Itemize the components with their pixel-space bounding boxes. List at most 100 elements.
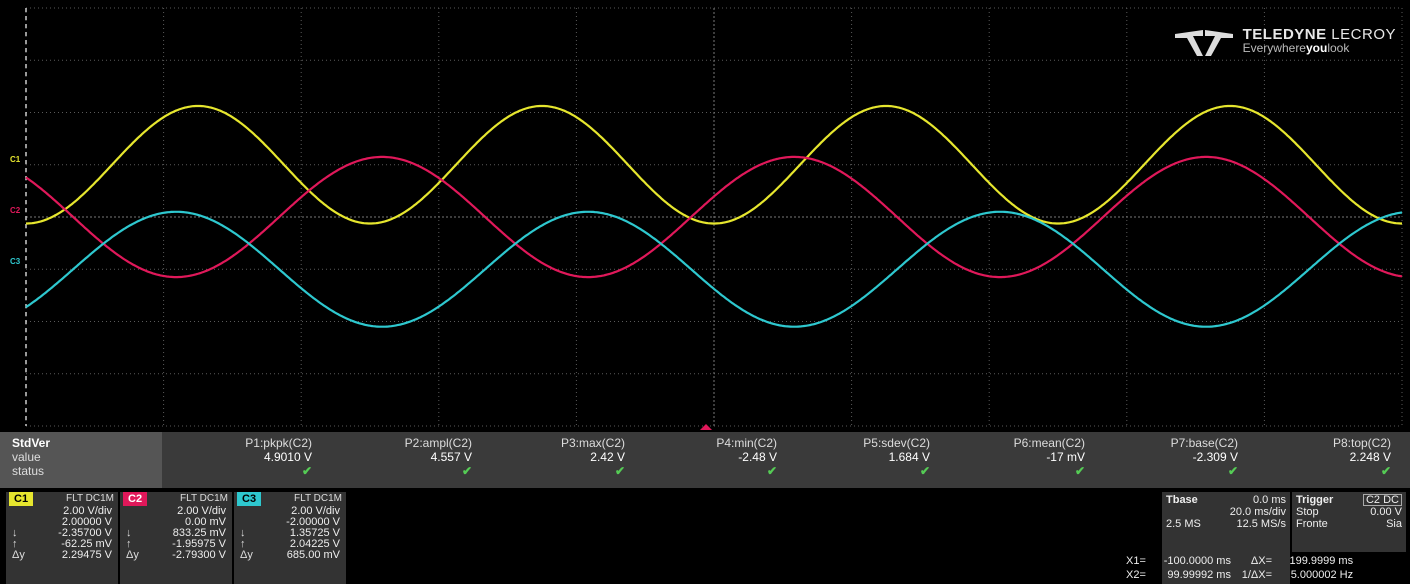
vdiv: 2.00 V/div — [291, 505, 340, 517]
trace-c1 — [26, 104, 1402, 225]
param-value: 4.557 V — [430, 450, 472, 464]
teledyne-lecroy-logo: TELEDYNE LECROY Everywhereyoulook — [1173, 26, 1396, 56]
param-p1[interactable]: P1:pkpk(C2) 4.9010 V ✔ — [162, 436, 312, 478]
trigger-slope-label: Fronte — [1296, 518, 1328, 530]
delta-y-label: Δy — [240, 549, 253, 561]
channel-coupling: FLT DC1M — [180, 493, 228, 504]
param-value: 2.248 V — [1349, 450, 1391, 464]
trigger-descriptor[interactable]: Trigger C2 DC Stop 0.00 V Fronte Sia — [1292, 492, 1406, 552]
param-name: P1:pkpk(C2) — [245, 436, 312, 450]
row-label-value: value — [12, 450, 41, 464]
measurement-row-header[interactable]: StdVer value status — [0, 432, 162, 488]
cursor1-value: 833.25 mV — [172, 527, 226, 539]
param-p4[interactable]: P4:min(C2) -2.48 V ✔ — [627, 436, 777, 478]
cursor-down-icon: ↓ — [240, 527, 246, 539]
param-p5[interactable]: P5:sdev(C2) 1.684 V ✔ — [780, 436, 930, 478]
measurement-table[interactable]: StdVer value status P1:pkpk(C2) 4.9010 V… — [0, 432, 1410, 488]
brand-tag-post: look — [1327, 41, 1350, 55]
brand-tag-bold: you — [1305, 41, 1328, 55]
cursor2-value: -1.95975 V — [172, 538, 226, 550]
param-value: 2.42 V — [590, 450, 625, 464]
brand-tag-pre: Everywhere — [1242, 41, 1306, 55]
delta-y-label: Δy — [12, 549, 25, 561]
x1-value: -100.0000 ms — [1163, 555, 1231, 567]
teledyne-logo-icon — [1174, 30, 1233, 56]
dx-label: ΔX= — [1250, 555, 1273, 567]
trigger-source: C2 DC — [1362, 494, 1402, 506]
c2-ground-marker: C2 — [10, 206, 21, 215]
inv-dx-value: 5.000002 Hz — [1290, 569, 1354, 581]
delta-y-value: -2.79300 V — [172, 549, 226, 561]
param-p6[interactable]: P6:mean(C2) -17 mV ✔ — [935, 436, 1085, 478]
waveform-display[interactable] — [0, 0, 1410, 430]
param-name: P3:max(C2) — [560, 436, 625, 450]
timebase-descriptor[interactable]: Tbase 0.0 ms 20.0 ms/div 2.5 MS 12.5 MS/s — [1162, 492, 1290, 584]
timebase-points: 2.5 MS — [1166, 518, 1201, 530]
param-p7[interactable]: P7:base(C2) -2.309 V ✔ — [1088, 436, 1238, 478]
cursor1-value: -2.35700 V — [58, 527, 112, 539]
channel-coupling: FLT DC1M — [294, 493, 342, 504]
cursor1-value: 1.35725 V — [289, 527, 340, 539]
offset: 2.00000 V — [61, 516, 112, 528]
x2-label: X2= — [1126, 569, 1146, 581]
status-check-icon: ✔ — [1380, 464, 1391, 478]
delta-y-value: 2.29475 V — [61, 549, 112, 561]
cursor-up-icon: ↑ — [240, 538, 246, 550]
vdiv: 2.00 V/div — [177, 505, 226, 517]
inv-dx-label: 1/ΔX= — [1241, 569, 1273, 581]
param-name: P2:ampl(C2) — [404, 436, 472, 450]
param-p3[interactable]: P3:max(C2) 2.42 V ✔ — [475, 436, 625, 478]
param-p2[interactable]: P2:ampl(C2) 4.557 V ✔ — [322, 436, 472, 478]
channel-descriptor-c1[interactable]: C1 FLT DC1M 2.00 V/div 2.00000 V ↓ -2.3570… — [6, 492, 118, 584]
param-name: P7:base(C2) — [1170, 436, 1238, 450]
vdiv: 2.00 V/div — [63, 505, 112, 517]
c3-ground-marker: C3 — [10, 257, 21, 266]
status-check-icon: ✔ — [766, 464, 777, 478]
param-value: 4.9010 V — [263, 450, 312, 464]
channel-coupling: FLT DC1M — [66, 493, 114, 504]
status-check-icon: ✔ — [919, 464, 930, 478]
channel-tag-c3: C3 — [237, 492, 262, 506]
cursor2-value: -62.25 mV — [61, 538, 112, 550]
measurement-header: StdVer — [12, 436, 51, 450]
status-check-icon: ✔ — [301, 464, 312, 478]
row-label-status: status — [12, 464, 45, 478]
cursor-down-icon: ↓ — [126, 527, 132, 539]
param-name: P4:min(C2) — [716, 436, 777, 450]
offset: 0.00 mV — [185, 516, 226, 528]
x2-value: 99.99992 ms — [1167, 569, 1231, 581]
param-value: -2.48 V — [738, 450, 777, 464]
delta-y-value: 685.00 mV — [286, 549, 340, 561]
timebase-rate: 12.5 MS/s — [1236, 518, 1286, 530]
trace-c3 — [25, 210, 1403, 328]
cursor-readout: X1= -100.0000 ms ΔX= 199.9999 ms X2= 99.… — [1126, 554, 1353, 582]
param-name: P8:top(C2) — [1332, 436, 1391, 450]
trigger-slope: Sia — [1386, 518, 1402, 530]
timebase-label: Tbase — [1166, 494, 1198, 506]
delta-y-label: Δy — [126, 549, 139, 561]
status-check-icon: ✔ — [461, 464, 472, 478]
trigger-level: 0.00 V — [1370, 506, 1402, 518]
graticule — [25, 7, 1403, 427]
timebase-delay: 0.0 ms — [1252, 494, 1286, 506]
trigger-label: Trigger — [1296, 494, 1334, 506]
cursor-up-icon: ↑ — [126, 538, 132, 550]
status-check-icon: ✔ — [614, 464, 625, 478]
param-name: P6:mean(C2) — [1013, 436, 1085, 450]
timebase-tdiv: 20.0 ms/div — [1229, 506, 1286, 518]
param-value: -17 mV — [1046, 450, 1085, 464]
param-name: P5:sdev(C2) — [863, 436, 930, 450]
dx-value: 199.9999 ms — [1289, 555, 1354, 567]
status-check-icon: ✔ — [1074, 464, 1085, 478]
status-check-icon: ✔ — [1227, 464, 1238, 478]
channel-descriptor-c2[interactable]: C2 FLT DC1M 2.00 V/div 0.00 mV ↓ 833.25 mV… — [120, 492, 232, 584]
param-p8[interactable]: P8:top(C2) 2.248 V ✔ — [1241, 436, 1391, 478]
bottom-info-bar: C1 FLT DC1M 2.00 V/div 2.00000 V ↓ -2.3570… — [0, 490, 1410, 584]
trigger-position-marker — [700, 424, 712, 430]
offset: -2.00000 V — [286, 516, 340, 528]
c1-ground-marker: C1 — [10, 155, 21, 164]
waveform-traces — [25, 104, 1403, 328]
channel-descriptor-c3[interactable]: C3 FLT DC1M 2.00 V/div -2.00000 V ↓ 1.3572… — [234, 492, 346, 584]
x1-label: X1= — [1126, 555, 1146, 567]
channel-tag-c1: C1 — [9, 492, 34, 506]
